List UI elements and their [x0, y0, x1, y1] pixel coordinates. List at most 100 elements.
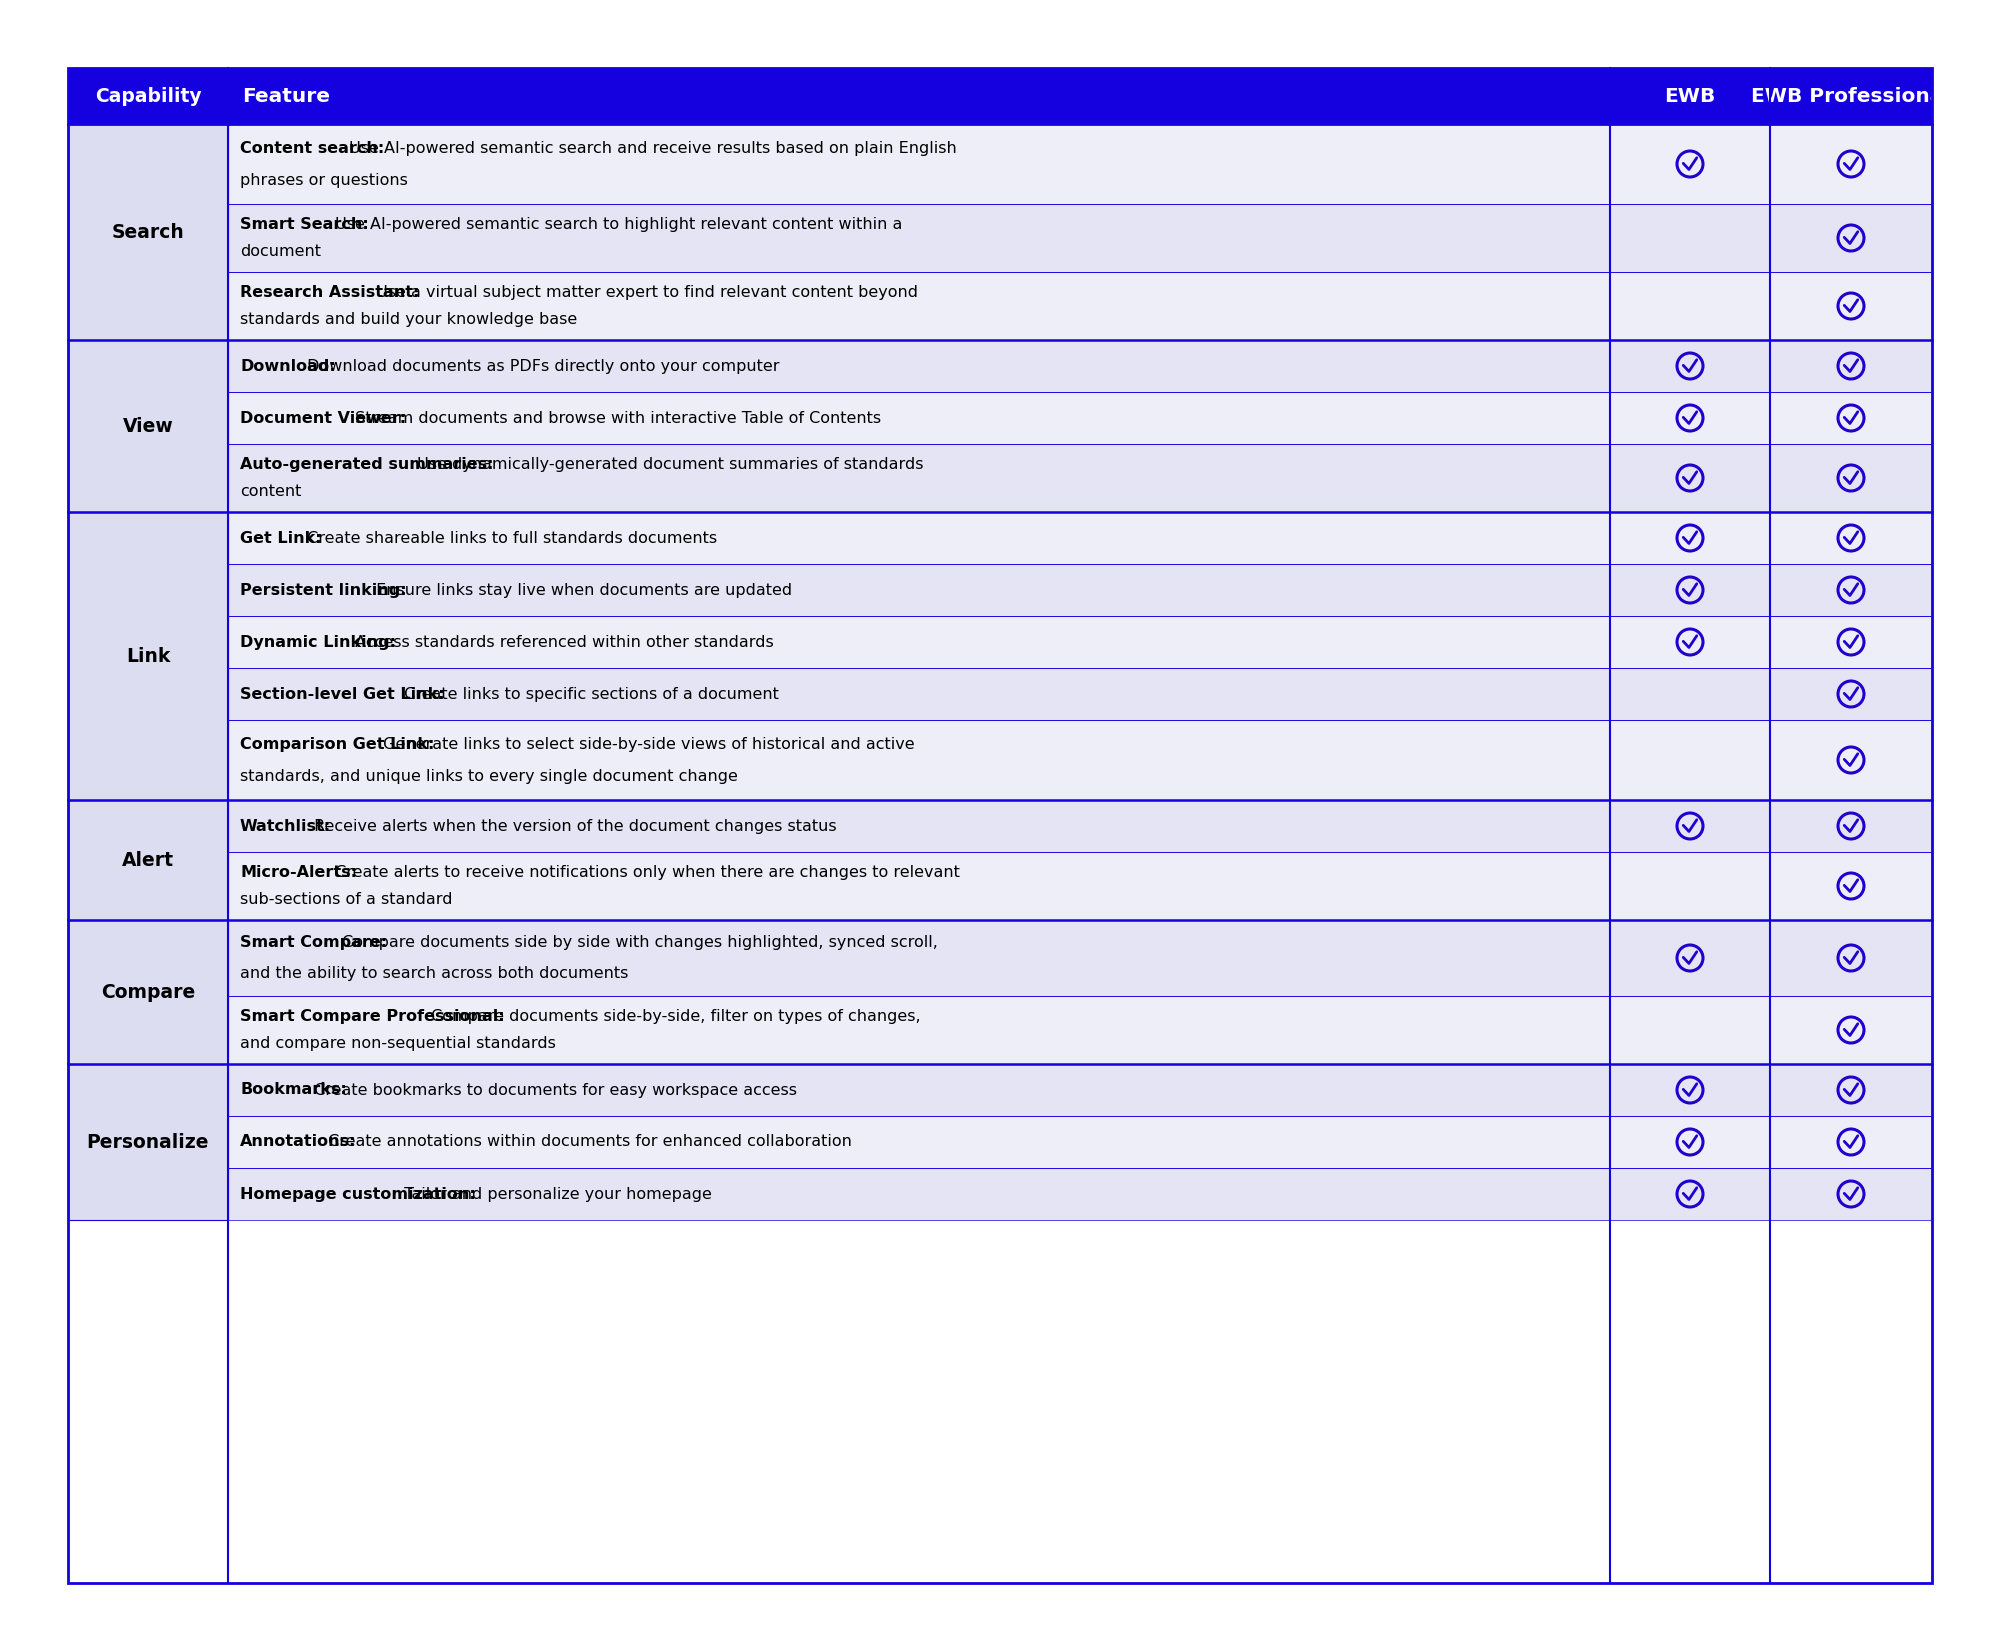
Bar [1610, 391, 1770, 444]
Bar [1610, 272, 1770, 340]
Bar [68, 68, 1932, 124]
Bar [228, 669, 1610, 720]
Text: Download documents as PDFs directly onto your computer: Download documents as PDFs directly onto… [302, 358, 780, 373]
Bar [228, 205, 1610, 272]
Text: View: View [122, 416, 174, 436]
Bar [1610, 852, 1770, 920]
Text: EWB: EWB [1664, 86, 1716, 106]
Bar [1770, 391, 1932, 444]
Text: Search: Search [112, 223, 184, 241]
Text: Persistent linking:: Persistent linking: [240, 583, 406, 598]
Bar [68, 1063, 228, 1220]
Text: Auto-generated summaries:: Auto-generated summaries: [240, 457, 494, 472]
Bar [1610, 920, 1770, 996]
Text: Comparison Get Link:: Comparison Get Link: [240, 736, 434, 751]
Bar [68, 124, 228, 340]
Bar [228, 801, 1610, 852]
Bar [1610, 565, 1770, 616]
Text: Compare documents side by side with changes highlighted, synced scroll,: Compare documents side by side with chan… [336, 936, 938, 951]
Bar [68, 340, 228, 512]
Text: content: content [240, 484, 302, 499]
Text: Feature: Feature [242, 86, 330, 106]
Bar [1770, 616, 1932, 669]
Text: and the ability to search across both documents: and the ability to search across both do… [240, 966, 628, 981]
Bar [1610, 720, 1770, 801]
Bar [228, 565, 1610, 616]
Bar [228, 1116, 1610, 1167]
Text: Create links to specific sections of a document: Create links to specific sections of a d… [398, 687, 778, 702]
Bar [1770, 1063, 1932, 1116]
Text: Get Link:: Get Link: [240, 530, 322, 545]
Text: Smart Compare Professional:: Smart Compare Professional: [240, 1009, 504, 1024]
Text: Compare documents side-by-side, filter on types of changes,: Compare documents side-by-side, filter o… [426, 1009, 920, 1024]
Text: and compare non-sequential standards: and compare non-sequential standards [240, 1037, 556, 1052]
Bar [1770, 272, 1932, 340]
Bar [1610, 205, 1770, 272]
Text: Smart Compare:: Smart Compare: [240, 936, 388, 951]
Bar [228, 720, 1610, 801]
Text: Create bookmarks to documents for easy workspace access: Create bookmarks to documents for easy w… [308, 1083, 796, 1098]
Text: Access standards referenced within other standards: Access standards referenced within other… [350, 634, 774, 649]
Bar [1610, 340, 1770, 391]
Bar [228, 512, 1610, 565]
Text: Micro-Alerts:: Micro-Alerts: [240, 865, 356, 880]
Text: phrases or questions: phrases or questions [240, 172, 408, 188]
Text: Create shareable links to full standards documents: Create shareable links to full standards… [302, 530, 718, 545]
Bar [228, 616, 1610, 669]
Text: Smart Search:: Smart Search: [240, 216, 368, 231]
Bar [228, 852, 1610, 920]
Text: Tailor and personalize your homepage: Tailor and personalize your homepage [398, 1187, 712, 1202]
Text: Use AI-powered semantic search and receive results based on plain English: Use AI-powered semantic search and recei… [344, 140, 956, 155]
Bar [1610, 616, 1770, 669]
Text: Create alerts to receive notifications only when there are changes to relevant: Create alerts to receive notifications o… [330, 865, 960, 880]
Text: Document Viewer:: Document Viewer: [240, 411, 406, 426]
Text: sub-sections of a standard: sub-sections of a standard [240, 892, 452, 906]
Text: standards, and unique links to every single document change: standards, and unique links to every sin… [240, 768, 738, 784]
Text: Use a virtual subject matter expert to find relevant content beyond: Use a virtual subject matter expert to f… [372, 286, 918, 300]
Text: Homepage customization:: Homepage customization: [240, 1187, 476, 1202]
Text: Watchlist:: Watchlist: [240, 819, 332, 834]
Bar [1770, 1167, 1932, 1220]
Bar [1770, 444, 1932, 512]
Bar [1770, 512, 1932, 565]
Bar [1610, 124, 1770, 205]
Bar [228, 1167, 1610, 1220]
Bar [1770, 340, 1932, 391]
Bar [1770, 801, 1932, 852]
Bar [1770, 124, 1932, 205]
Bar [1610, 996, 1770, 1063]
Text: Content search:: Content search: [240, 140, 384, 155]
Bar [1610, 444, 1770, 512]
Bar [228, 340, 1610, 391]
Bar [1610, 1116, 1770, 1167]
Text: Personalize: Personalize [86, 1133, 210, 1151]
Bar [228, 272, 1610, 340]
Text: Stream documents and browse with interactive Table of Contents: Stream documents and browse with interac… [350, 411, 882, 426]
Text: Link: Link [126, 647, 170, 665]
Text: Use AI-powered semantic search to highlight relevant content within a: Use AI-powered semantic search to highli… [330, 216, 902, 231]
Bar [228, 920, 1610, 996]
Text: document: document [240, 244, 320, 259]
Text: EWB Professional: EWB Professional [1752, 86, 1950, 106]
Bar [228, 124, 1610, 205]
Text: Use dynamically-generated document summaries of standards: Use dynamically-generated document summa… [412, 457, 924, 472]
Text: Download:: Download: [240, 358, 336, 373]
Text: Dynamic Linking:: Dynamic Linking: [240, 634, 396, 649]
Bar [1610, 512, 1770, 565]
Text: Compare: Compare [100, 982, 196, 1002]
Bar [1770, 1116, 1932, 1167]
Text: Capability: Capability [94, 86, 202, 106]
Bar [1770, 996, 1932, 1063]
Text: Receive alerts when the version of the document changes status: Receive alerts when the version of the d… [308, 819, 836, 834]
Bar [228, 1063, 1610, 1116]
Bar [1770, 205, 1932, 272]
Bar [68, 920, 228, 1063]
Bar [1610, 801, 1770, 852]
Bar [1770, 852, 1932, 920]
Text: Create annotations within documents for enhanced collaboration: Create annotations within documents for … [322, 1134, 852, 1149]
Text: Section-level Get Link:: Section-level Get Link: [240, 687, 444, 702]
Text: standards and build your knowledge base: standards and build your knowledge base [240, 312, 578, 327]
Text: Annotations:: Annotations: [240, 1134, 356, 1149]
Bar [68, 512, 228, 801]
Bar [1610, 1167, 1770, 1220]
